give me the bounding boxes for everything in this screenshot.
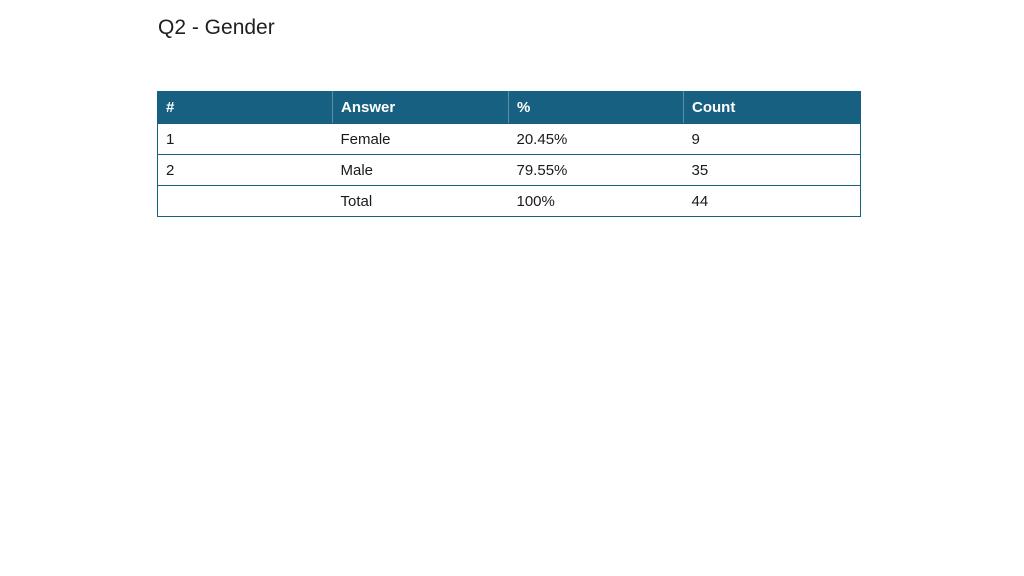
cell-count: 44 [683,185,861,217]
cell-number: 1 [157,123,333,155]
slide-title: Q2 - Gender [158,16,275,39]
header-percent: % [508,91,684,124]
cell-number [157,185,333,217]
cell-number: 2 [157,154,333,186]
cell-count: 9 [683,123,861,155]
table-row-total: Total 100% 44 [157,185,861,217]
cell-answer: Male [332,154,509,186]
cell-percent: 100% [508,185,684,217]
cell-percent: 20.45% [508,123,684,155]
results-table: # Answer % Count 1 Female 20.45% 9 2 Mal… [157,91,861,217]
table-body: 1 Female 20.45% 9 2 Male 79.55% 35 Total… [157,123,861,217]
table-header: # Answer % Count [157,91,861,124]
header-count: Count [683,91,861,124]
table-row: 1 Female 20.45% 9 [157,123,861,155]
cell-answer: Total [332,185,509,217]
header-answer: Answer [332,91,509,124]
header-number: # [157,91,333,124]
table-row: 2 Male 79.55% 35 [157,154,861,186]
header-row: # Answer % Count [157,91,861,124]
cell-answer: Female [332,123,509,155]
cell-percent: 79.55% [508,154,684,186]
cell-count: 35 [683,154,861,186]
